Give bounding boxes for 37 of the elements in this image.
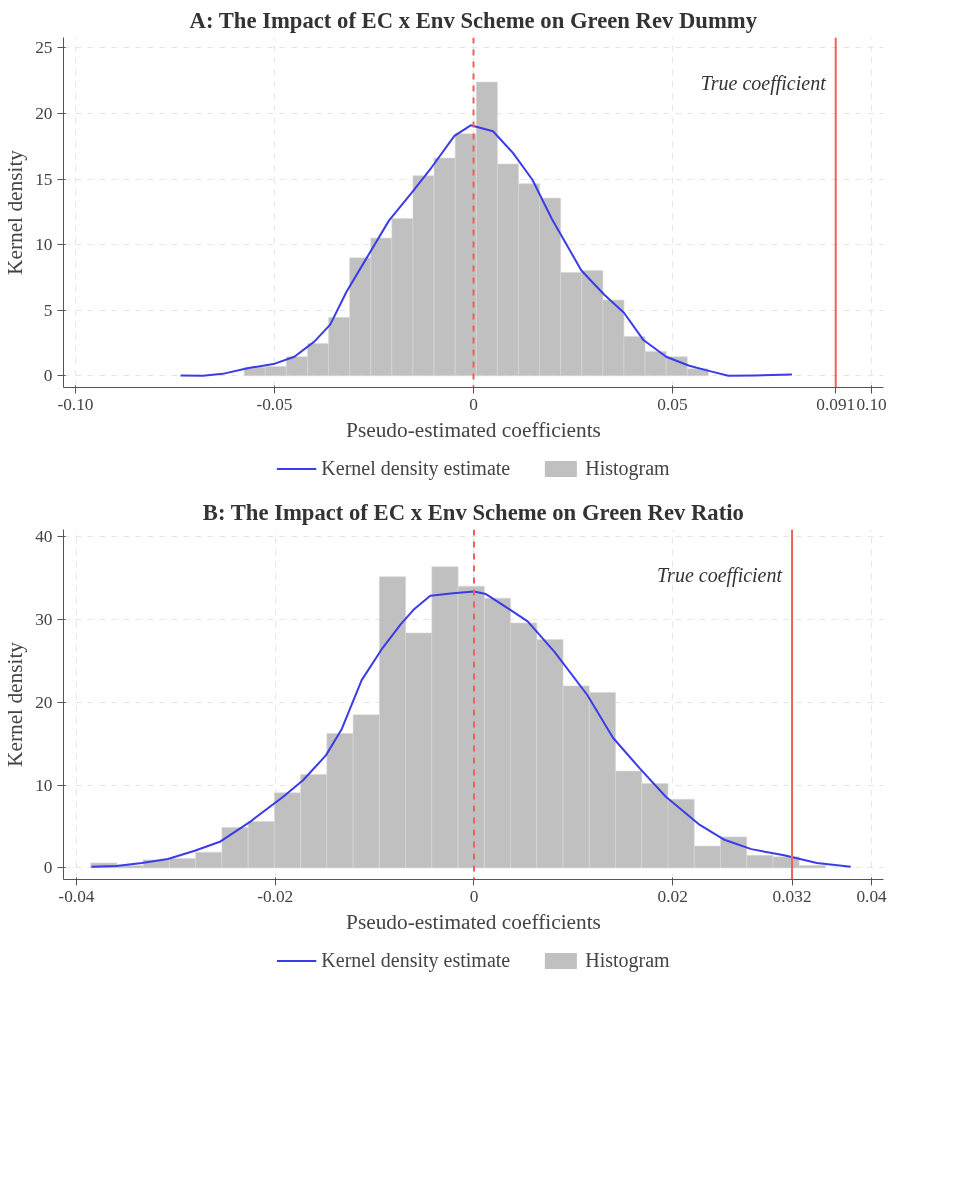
line-series [90,590,852,868]
chart-title: B: The Impact of EC x Env Scheme on Green Rev Ratio [202,499,744,525]
y-axis-title: Kernel density [3,149,28,275]
y-tick-label: 0 [43,858,53,878]
y-tick-label: 40 [35,527,53,547]
y-tick-label: 20 [35,104,53,124]
y-tick-label: 25 [35,38,53,58]
legend-label: Kernel density estimate [321,948,511,972]
x-axis-title: Pseudo-estimated coefficients [346,909,601,934]
y-tick-label: 5 [43,300,53,320]
chart-title: A: The Impact of EC x Env Scheme on Green Rev Dummy [189,7,758,33]
legend-label: Kernel density estimate [321,456,511,480]
y-axis-title: Kernel density [3,641,28,767]
y-tick-label: 0 [43,366,53,386]
legend-label: Histogram [585,456,670,480]
x-tick-label: 0.05 [657,394,688,414]
ref-line-label: True coefficient [657,563,783,587]
y-tick-label: 15 [35,169,53,189]
x-tick-label: -0.10 [57,394,94,414]
x-tick-label: 0.091 [816,394,856,414]
y-tick-label: 30 [35,610,53,630]
x-tick-label: -0.04 [58,886,95,906]
x-tick-label: 0 [469,886,479,906]
legend-label: Histogram [585,948,670,972]
y-tick-label: 10 [35,775,53,795]
x-tick-label: 0 [469,394,478,414]
x-tick-label: 0.032 [772,886,812,906]
y-tick-label: 20 [35,692,53,712]
x-tick-label: 0.02 [657,886,688,906]
x-tick-label: -0.05 [256,394,293,414]
line-series [179,124,793,377]
x-tick-label: 0.04 [856,886,888,906]
x-tick-label: -0.02 [257,886,294,906]
x-axis-title: Pseudo-estimated coefficients [346,417,601,442]
y-tick-label: 10 [35,235,53,255]
ref-line-label: True coefficient [700,71,827,95]
x-tick-label: 0.10 [856,394,887,414]
